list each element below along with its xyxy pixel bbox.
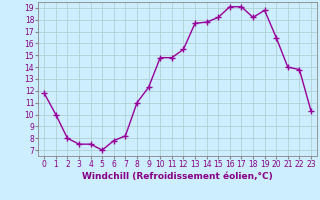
X-axis label: Windchill (Refroidissement éolien,°C): Windchill (Refroidissement éolien,°C) (82, 172, 273, 181)
